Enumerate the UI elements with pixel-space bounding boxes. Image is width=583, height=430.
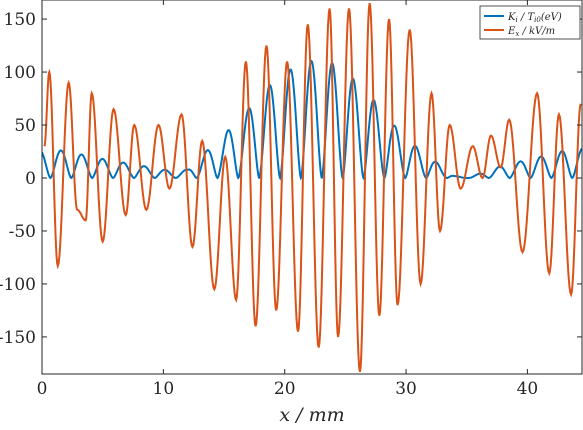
y-tick-label: 150	[4, 10, 36, 30]
ticks-layer: 0 10 20 30 40 150 100 50 0 -50 -100 -150	[0, 0, 582, 399]
x-tick-label: 30	[395, 379, 417, 399]
x-tick-label: 40	[517, 379, 539, 399]
series-line-ex	[43, 3, 582, 373]
legend-label: Ex / kV/m	[507, 26, 555, 38]
y-tick-label: -150	[0, 328, 36, 348]
legend-label: Ki / Ti0(eV)	[507, 12, 562, 24]
y-tick-label: 100	[4, 63, 36, 83]
y-tick-label: 0	[25, 169, 36, 189]
series-line-ki	[42, 59, 582, 181]
y-tick-label: -50	[9, 222, 36, 242]
x-axis-title: x / mm	[279, 404, 344, 426]
x-tick-label: 20	[274, 379, 296, 399]
y-tick-label: 50	[14, 116, 36, 136]
x-tick-label: 0	[37, 379, 48, 399]
legend-box	[479, 5, 581, 40]
series-layer	[42, 3, 582, 373]
y-tick-label: -100	[0, 275, 36, 295]
legend: Ki / Ti0(eV) Ex / kV/m	[479, 5, 581, 40]
x-tick-label: 10	[153, 379, 175, 399]
axes-box	[41, 0, 583, 375]
